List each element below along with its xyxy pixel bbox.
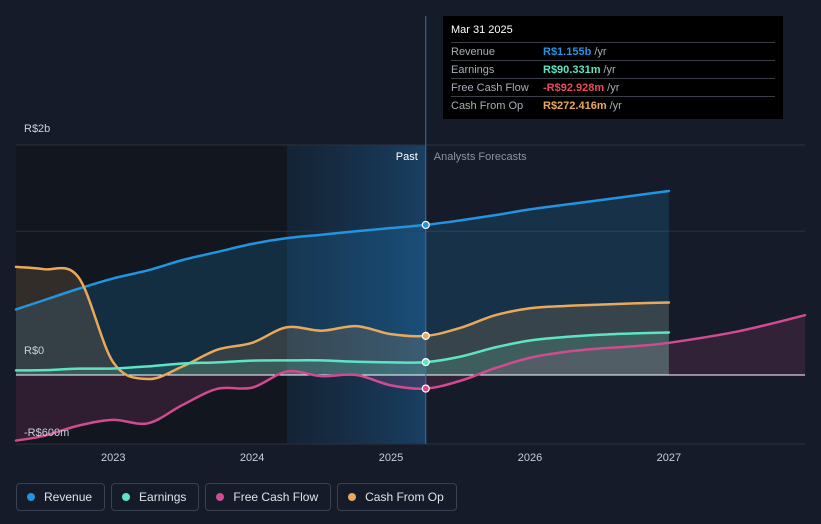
y-axis-labels: R$2b R$0 -R$600m	[24, 123, 69, 439]
tooltip-unit: /yr	[603, 63, 616, 76]
tooltip-row-revenue: Revenue R$1.155b /yr	[451, 42, 775, 60]
chart-legend: Revenue Earnings Free Cash Flow Cash Fro…	[16, 483, 457, 511]
legend-item-revenue[interactable]: Revenue	[16, 483, 106, 511]
legend-item-free-cash-flow[interactable]: Free Cash Flow	[205, 483, 332, 511]
tooltip-label: Revenue	[451, 45, 496, 58]
tooltip-unit: /yr	[607, 81, 620, 94]
cash-from-op-area	[16, 266, 669, 380]
tooltip-row-earnings: Earnings R$90.331m /yr	[451, 60, 775, 78]
tooltip-value: R$1.155b	[543, 45, 592, 58]
revenue-marker	[421, 220, 430, 230]
legend-item-earnings[interactable]: Earnings	[111, 483, 200, 511]
legend-label: Free Cash Flow	[233, 490, 319, 504]
legend-label: Cash From Op	[365, 490, 444, 504]
tooltip-unit: /yr	[594, 45, 607, 58]
tooltip-date: Mar 31 2025	[451, 24, 513, 36]
revenue-line	[14, 189, 671, 311]
tooltip-markers	[421, 220, 430, 393]
free-cash-flow-area	[16, 315, 805, 441]
earnings-dot-icon	[122, 493, 131, 501]
tooltip-value: -R$92.928m	[543, 81, 605, 94]
y-tick-label: -R$600m	[24, 427, 69, 439]
tooltip-row-cash-from-op: Cash From Op R$272.416m /yr	[451, 96, 775, 114]
free-cash-flow-line	[14, 313, 807, 442]
legend-label: Revenue	[44, 490, 93, 504]
earnings-line	[14, 331, 671, 372]
tooltip-unit: /yr	[609, 99, 622, 112]
x-tick-label: 2026	[518, 452, 542, 464]
earnings-marker	[421, 358, 430, 367]
x-axis-labels: 2023 2024 2025 2026 2027	[101, 452, 681, 464]
x-tick-label: 2025	[379, 452, 403, 464]
x-tick-label: 2024	[240, 452, 264, 464]
x-tick-label: 2027	[657, 452, 681, 464]
tooltip-value: R$90.331m	[543, 63, 601, 76]
past-label: Past	[396, 151, 418, 163]
tooltip-label: Cash From Op	[451, 99, 524, 112]
free-cash-flow-marker	[421, 384, 430, 393]
cash-from-op-marker	[421, 331, 430, 340]
tooltip-label: Free Cash Flow	[451, 81, 529, 94]
revenue-dot-icon	[27, 493, 35, 501]
cash-from-op-dot-icon	[348, 493, 357, 501]
tooltip-row-free-cash-flow: Free Cash Flow -R$92.928m /yr	[451, 78, 775, 96]
revenue-area	[16, 191, 669, 375]
series-lines	[14, 189, 807, 442]
y-tick-label: R$2b	[24, 123, 50, 135]
grid-lines	[16, 144, 805, 445]
legend-label: Earnings	[139, 490, 187, 504]
tooltip-label: Earnings	[451, 63, 495, 76]
free-cash-flow-dot-icon	[216, 493, 225, 501]
x-tick-label: 2023	[101, 452, 125, 464]
highlight-region-background	[286, 145, 426, 444]
y-tick-label: R$0	[24, 345, 44, 357]
tooltip-value: R$272.416m	[543, 99, 607, 112]
cash-from-op-line	[14, 265, 671, 381]
data-tooltip: Mar 31 2025 Revenue R$1.155b /yr Earning…	[443, 16, 783, 119]
forecast-label: Analysts Forecasts	[434, 151, 527, 163]
legend-item-cash-from-op[interactable]: Cash From Op	[337, 483, 457, 511]
